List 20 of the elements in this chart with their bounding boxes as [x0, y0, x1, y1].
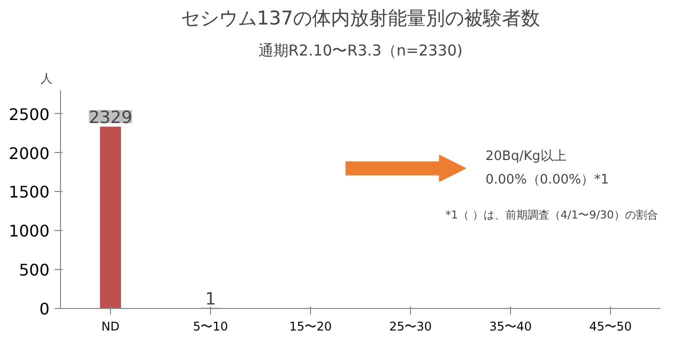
- y-tick-label: 2500: [8, 104, 50, 124]
- annotation: 20Bq/Kg以上: [486, 149, 566, 164]
- chart-title: セシウム137の体内放射能量別の被験者数: [180, 8, 540, 30]
- y-tick-label: 500: [18, 260, 50, 280]
- x-tick-label: 35〜40: [489, 320, 532, 334]
- y-tick-label: 1500: [8, 182, 50, 202]
- annotation: 0.00%（0.00%）*1: [486, 172, 609, 188]
- data-label: 1: [205, 289, 216, 310]
- x-tick-label: 5〜10: [193, 320, 228, 334]
- y-tick-label: 2000: [8, 144, 50, 163]
- x-tick-label: 25〜30: [389, 320, 432, 334]
- chart-subtitle: 通期R2.10〜R3.3（n=2330): [258, 42, 463, 60]
- x-tick-label: 15〜20: [289, 320, 332, 334]
- x-tick-label: 45〜50: [589, 320, 632, 334]
- x-tick-label: ND: [101, 320, 120, 334]
- y-axis-title: 人: [40, 72, 52, 86]
- annotation: *1（ ）は、前期調査（4/1〜9/30）の割合: [446, 208, 658, 222]
- y-tick-label: 1000: [8, 222, 50, 241]
- y-tick-label: 0: [39, 300, 50, 318]
- data-label: 2329: [88, 108, 132, 128]
